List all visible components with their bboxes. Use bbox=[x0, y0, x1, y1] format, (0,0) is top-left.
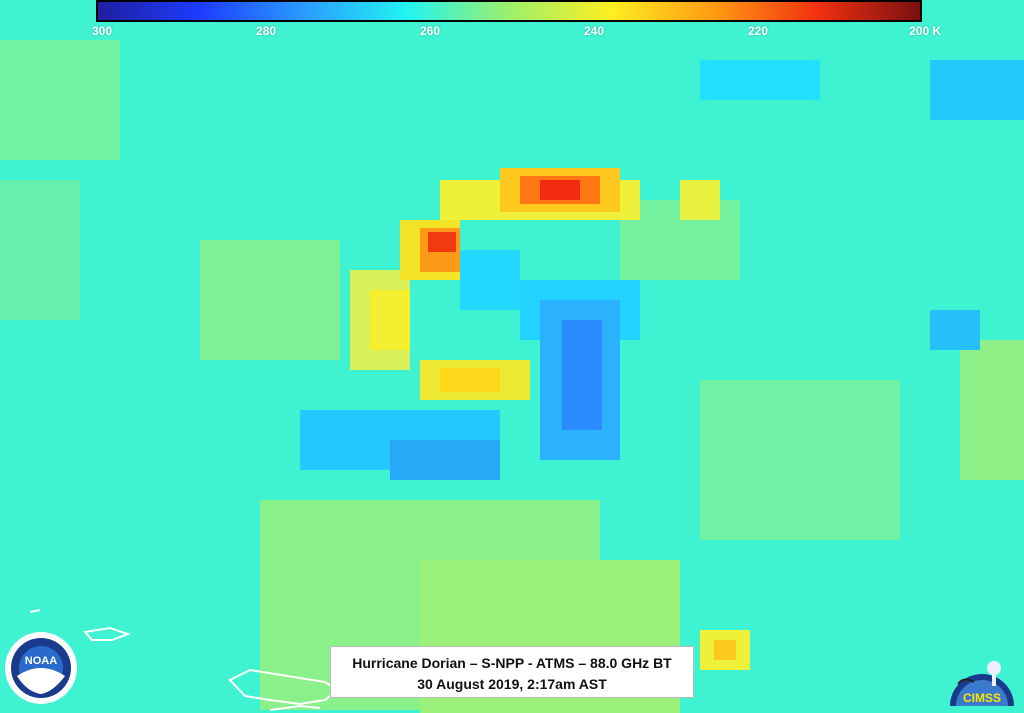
cimss-logo-text: CIMSS bbox=[963, 691, 1001, 705]
colorbar-tick-label: 260 bbox=[419, 24, 441, 38]
colorbar-tick-label: 300 bbox=[91, 24, 113, 38]
colorbar-tick-label: 200 K bbox=[909, 24, 942, 38]
cimss-logo-icon: CIMSS bbox=[944, 654, 1020, 708]
colorbar-tick-label: 240 bbox=[583, 24, 605, 38]
caption-date: 30 August 2019, 2:17am AST bbox=[417, 676, 607, 692]
noaa-logo-text: NOAA bbox=[25, 655, 57, 667]
colorbar-ticks: 300 280 260 240 220 200 K bbox=[0, 24, 1024, 42]
colorbar-tick-label: 220 bbox=[747, 24, 769, 38]
colorbar-tick-label: 280 bbox=[255, 24, 277, 38]
caption-box: Hurricane Dorian – S-NPP - ATMS – 88.0 G… bbox=[330, 646, 694, 698]
colorbar bbox=[96, 0, 922, 22]
noaa-logo-icon: NOAA bbox=[5, 632, 77, 704]
caption-title: Hurricane Dorian – S-NPP - ATMS – 88.0 G… bbox=[352, 655, 672, 671]
